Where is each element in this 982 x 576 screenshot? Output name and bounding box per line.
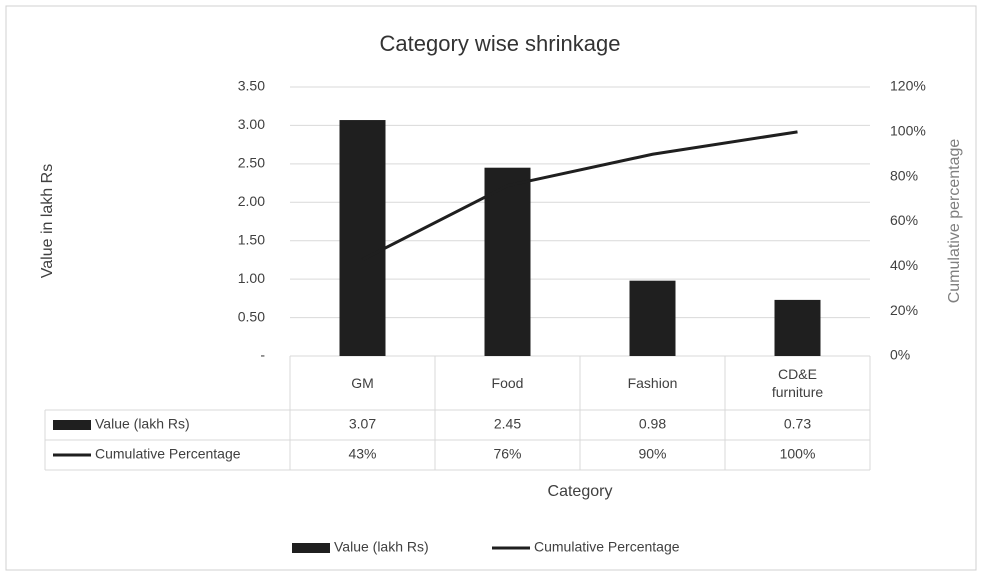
line [361, 130, 798, 261]
y-tick-label: 3.50 [238, 78, 265, 94]
y-tick-label: 2.00 [238, 193, 265, 209]
legend-key [292, 543, 330, 553]
x-tick-label: Food [491, 375, 524, 391]
table-cell: 0.73 [784, 416, 811, 432]
y-tick-label: 0.50 [238, 308, 265, 324]
table-cell: 43% [348, 446, 376, 462]
y2-tick-label: 40% [890, 257, 918, 273]
table-series-name: Value (lakh Rs) [95, 416, 190, 432]
y2-tick-label: 100% [890, 123, 926, 139]
table-cell: 76% [493, 446, 521, 462]
bar [774, 299, 821, 356]
table-cell: 3.07 [349, 416, 376, 432]
y2-axis-title: Cumulative percentage [946, 139, 963, 304]
x-axis-title: Category [548, 483, 613, 500]
x-tick-label: GM [351, 375, 374, 391]
legend-label: Cumulative Percentage [534, 539, 680, 555]
table-cell: 0.98 [639, 416, 666, 432]
y2-tick-label: 20% [890, 302, 918, 318]
legend-label: Value (lakh Rs) [334, 539, 429, 555]
y2-tick-label: 0% [890, 347, 910, 363]
legend-key [53, 420, 91, 430]
y2-tick-label: 80% [890, 167, 918, 183]
bar [484, 167, 531, 356]
table-cell: 100% [780, 446, 816, 462]
table-cell: 90% [638, 446, 666, 462]
bar [339, 120, 386, 356]
y-tick-label: - [260, 347, 265, 363]
y-tick-label: 3.00 [238, 116, 265, 132]
y2-tick-label: 120% [890, 78, 926, 94]
y-axis-title: Value in lakh Rs [39, 164, 56, 278]
x-tick-label: CD&E furniture [771, 366, 824, 400]
bar [629, 280, 676, 356]
y-tick-label: 1.50 [238, 231, 265, 247]
y2-tick-label: 60% [890, 212, 918, 228]
chart-title: Category wise shrinkage [380, 31, 621, 56]
y-tick-label: 2.50 [238, 155, 265, 171]
table-series-name: Cumulative Percentage [95, 446, 241, 462]
x-tick-label: Fashion [627, 375, 678, 391]
y-tick-label: 1.00 [238, 270, 265, 286]
table-cell: 2.45 [494, 416, 521, 432]
